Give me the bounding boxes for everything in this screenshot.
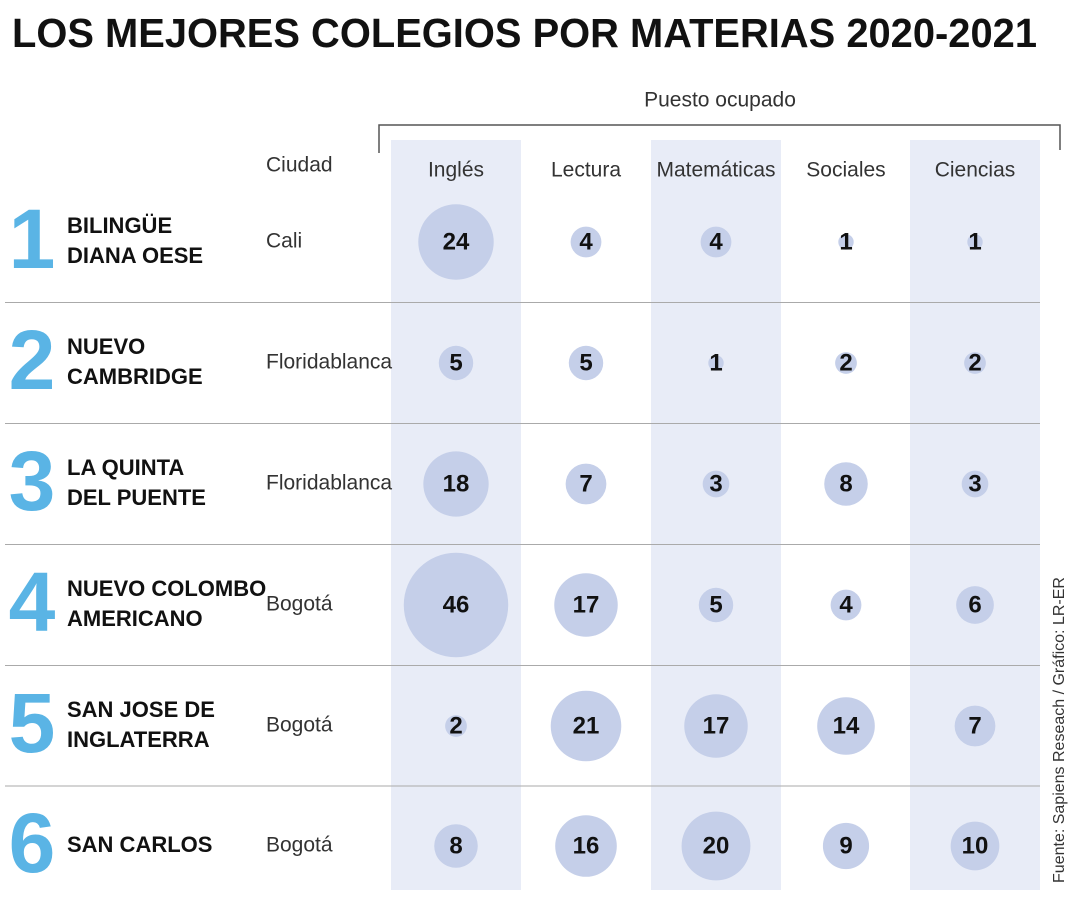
school-name: NUEVO COLOMBO (67, 576, 266, 601)
bubble-label: 6 (968, 591, 981, 618)
school-name: INGLATERRA (67, 727, 210, 752)
bubble-label: 14 (833, 712, 860, 739)
city: Bogotá (266, 593, 333, 616)
bubble-label: 7 (579, 470, 592, 497)
bubble-label: 5 (709, 591, 722, 618)
bubble (964, 352, 986, 374)
bubble-label: 5 (449, 349, 462, 376)
rank: 6 (9, 796, 56, 890)
bubble-label: 9 (839, 832, 852, 859)
rank: 5 (9, 676, 56, 770)
bubble (950, 821, 1000, 871)
bubble (700, 226, 732, 258)
bubble (570, 226, 602, 258)
title: LOS MEJORES COLEGIOS POR MATERIAS 2020-2… (12, 10, 1037, 56)
subject-header: Matemáticas (656, 159, 775, 182)
bubble-label: 8 (839, 470, 852, 497)
city: Floridablanca (266, 351, 392, 374)
bubble-label: 8 (449, 832, 462, 859)
city: Bogotá (266, 834, 333, 857)
school-name: CAMBRIDGE (67, 364, 203, 389)
bubble (681, 811, 751, 881)
subject-header: Lectura (551, 159, 621, 182)
subject-header: Ciencias (935, 159, 1016, 182)
bubble (684, 694, 748, 758)
school-name: LA QUINTA (67, 455, 184, 480)
bubble-label: 4 (709, 228, 723, 255)
bubble (698, 587, 734, 623)
bubble-label: 2 (839, 349, 852, 376)
source: Fuente: Sapiens Reseach / Gráfico: LR-ER (1051, 577, 1068, 883)
bubble (434, 824, 478, 868)
bubble-label: 1 (968, 228, 981, 255)
bubble (565, 463, 607, 505)
bubble (824, 462, 868, 506)
school-name: BILINGÜE (67, 213, 172, 238)
bubble (445, 715, 467, 737)
bracket (378, 124, 1061, 153)
group-label: Puesto ocupado (644, 89, 796, 112)
bubble-label: 20 (703, 832, 730, 859)
bubble (817, 697, 875, 755)
school-name: DEL PUENTE (67, 485, 206, 510)
bubble (954, 705, 996, 747)
city: Cali (266, 230, 302, 253)
bubble (835, 352, 857, 374)
city: Bogotá (266, 714, 333, 737)
city: Floridablanca (266, 472, 392, 495)
bubble-label: 2 (449, 712, 462, 739)
bubble-label: 5 (579, 349, 592, 376)
bubble (961, 470, 989, 498)
bubble (438, 345, 474, 381)
bubble-label: 2 (968, 349, 981, 376)
bubble-label: 1 (709, 349, 722, 376)
bubble (555, 815, 617, 877)
bubble-label: 46 (443, 591, 470, 618)
bubble-label: 21 (573, 712, 600, 739)
bubble (702, 470, 730, 498)
rank: 1 (9, 192, 56, 286)
school-name: AMERICANO (67, 606, 203, 631)
rank: 4 (9, 555, 56, 649)
bubble (822, 822, 870, 870)
bubble-label: 7 (968, 712, 981, 739)
bubble-label: 17 (703, 712, 730, 739)
column-shade (651, 140, 781, 890)
city-header: Ciudad (266, 154, 333, 177)
school-name: DIANA OESE (67, 243, 203, 268)
rank: 2 (9, 313, 56, 407)
bubble (568, 345, 604, 381)
bubble-label: 10 (962, 832, 989, 859)
bubble-label: 4 (579, 228, 593, 255)
bubble (550, 690, 622, 762)
bubble (554, 573, 618, 637)
bubble-label: 1 (839, 228, 852, 255)
bubble-label: 24 (443, 228, 470, 255)
bubble (423, 451, 489, 517)
bubble (967, 234, 983, 250)
subject-header: Inglés (428, 159, 484, 182)
bubble-label: 16 (573, 832, 600, 859)
bubble-label: 3 (709, 470, 722, 497)
bubble-label: 4 (839, 591, 853, 618)
bubble (403, 552, 509, 658)
bubble (838, 234, 854, 250)
school-name: SAN CARLOS (67, 832, 212, 857)
school-name: NUEVO (67, 334, 145, 359)
subject-header: Sociales (806, 159, 885, 182)
school-name: SAN JOSE DE (67, 697, 215, 722)
bubble-label: 3 (968, 470, 981, 497)
bubble (418, 204, 494, 280)
rank: 3 (9, 434, 56, 528)
bubble (956, 586, 994, 624)
bubble-label: 17 (573, 591, 600, 618)
bubble (830, 589, 862, 621)
bubble (708, 355, 724, 371)
bubble-label: 18 (443, 470, 470, 497)
column-shade (910, 140, 1040, 890)
